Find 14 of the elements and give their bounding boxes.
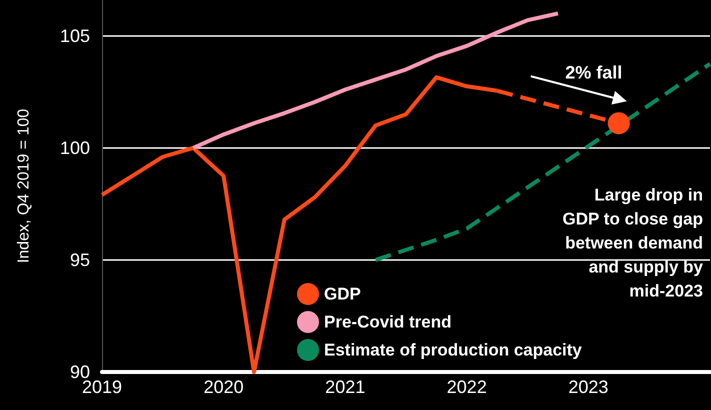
x-tick-label: 2021 [325, 377, 366, 397]
x-tick-label: 2022 [446, 377, 487, 397]
y-axis-title: Index, Q4 2019 = 100 [16, 108, 32, 264]
x-tick-label: 2019 [82, 377, 122, 397]
y-tick-label: 100 [60, 138, 90, 158]
x-tick-label: 2023 [568, 377, 608, 397]
legend-label: Pre-Covid trend [324, 312, 452, 332]
annotation: 2% fall [565, 62, 622, 82]
annotation: Large drop in GDP to close gap between demand and supply by mid-2023 [562, 186, 704, 300]
legend-label: Estimate of production capacity [324, 340, 582, 360]
x-tick-label: 2020 [204, 377, 244, 397]
y-tick-label: 105 [60, 26, 90, 46]
y-tick-label: 95 [70, 250, 90, 270]
legend-label: GDP [324, 284, 361, 304]
